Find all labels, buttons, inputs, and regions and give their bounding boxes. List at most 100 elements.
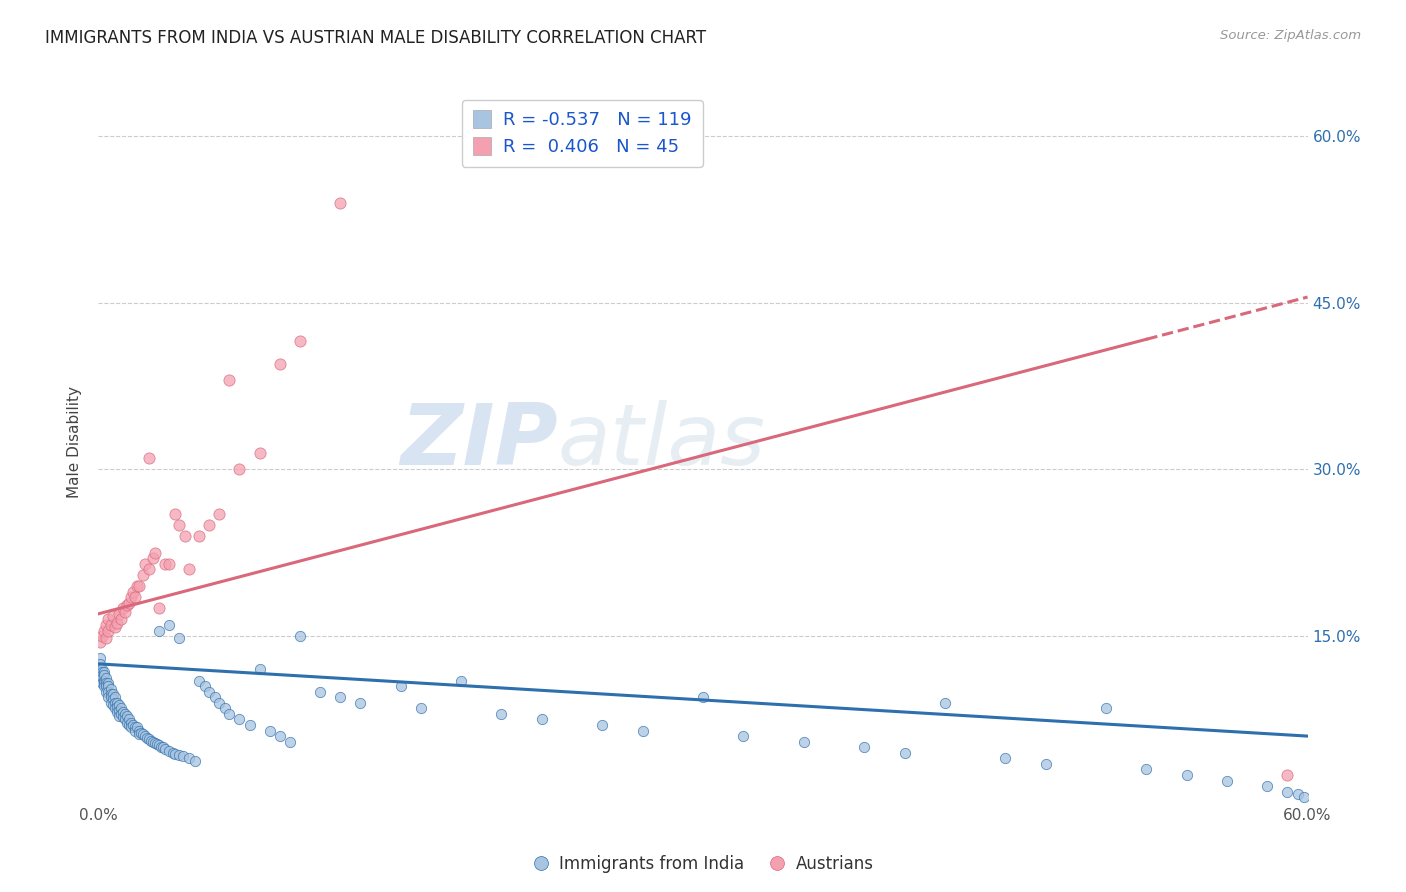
Point (118, 596, 141, 610)
Text: ZIP: ZIP (401, 400, 558, 483)
Point (1256, 779, 1278, 793)
Point (153, 742, 176, 756)
Point (110, 701, 132, 715)
Point (132, 727, 155, 741)
Point (89, 651, 111, 665)
Point (120, 715, 142, 730)
Point (157, 618, 180, 632)
Point (134, 729, 156, 743)
Point (853, 740, 876, 755)
Point (118, 713, 141, 727)
Point (125, 579, 148, 593)
Point (125, 720, 148, 734)
Point (204, 690, 226, 705)
Point (97, 684, 120, 698)
Point (115, 715, 138, 730)
Point (934, 696, 956, 710)
Point (93, 624, 115, 638)
Point (110, 706, 132, 721)
Point (120, 590, 142, 604)
Point (167, 747, 190, 762)
Point (134, 557, 156, 571)
Point (138, 451, 160, 466)
Point (218, 706, 240, 721)
Point (139, 733, 162, 747)
Point (1035, 756, 1057, 771)
Point (96, 684, 118, 698)
Point (198, 684, 221, 698)
Point (103, 620, 125, 634)
Point (96, 679, 118, 693)
Point (214, 701, 236, 715)
Point (188, 673, 211, 688)
Point (198, 517, 221, 532)
Point (103, 690, 125, 705)
Point (329, 690, 352, 705)
Point (288, 629, 311, 643)
Point (167, 517, 190, 532)
Point (409, 701, 432, 715)
Point (228, 713, 250, 727)
Point (105, 696, 128, 710)
Point (163, 747, 186, 761)
Point (129, 725, 152, 739)
Point (174, 529, 197, 543)
Point (93, 673, 115, 688)
Point (118, 718, 141, 732)
Point (114, 713, 136, 727)
Point (1277, 768, 1299, 782)
Point (259, 723, 281, 738)
Point (89, 662, 111, 676)
Point (239, 718, 262, 732)
Point (128, 723, 150, 738)
Point (114, 706, 136, 721)
Point (132, 568, 155, 582)
Point (107, 709, 129, 723)
Point (149, 740, 172, 755)
Point (124, 720, 146, 734)
Point (157, 743, 180, 757)
Point (228, 462, 250, 476)
Point (157, 557, 180, 571)
Point (105, 700, 128, 714)
Point (249, 662, 271, 676)
Point (349, 696, 371, 710)
Point (97, 679, 120, 693)
Point (89, 668, 111, 682)
Point (91, 665, 114, 679)
Point (148, 738, 170, 752)
Point (107, 607, 129, 621)
Point (101, 692, 124, 706)
Point (184, 754, 207, 768)
Point (101, 687, 124, 701)
Point (1292, 790, 1315, 805)
Point (100, 696, 122, 710)
Point (1095, 701, 1118, 715)
Point (111, 710, 134, 724)
Point (135, 731, 157, 746)
Point (110, 612, 132, 626)
Point (103, 696, 125, 710)
Point (188, 529, 211, 543)
Point (105, 615, 128, 630)
Point (179, 751, 201, 765)
Point (101, 609, 124, 624)
Point (89, 634, 111, 648)
Point (167, 632, 190, 646)
Point (733, 729, 755, 743)
Point (793, 734, 815, 748)
Point (100, 618, 122, 632)
Point (107, 704, 129, 718)
Point (97, 612, 120, 626)
Point (91, 662, 114, 676)
Point (97, 624, 120, 638)
Point (91, 629, 114, 643)
Point (1175, 768, 1198, 782)
Point (1277, 785, 1299, 799)
Point (143, 736, 166, 750)
Point (329, 195, 352, 210)
Point (450, 673, 472, 688)
Point (96, 618, 118, 632)
Point (91, 671, 114, 685)
Point (218, 373, 240, 387)
